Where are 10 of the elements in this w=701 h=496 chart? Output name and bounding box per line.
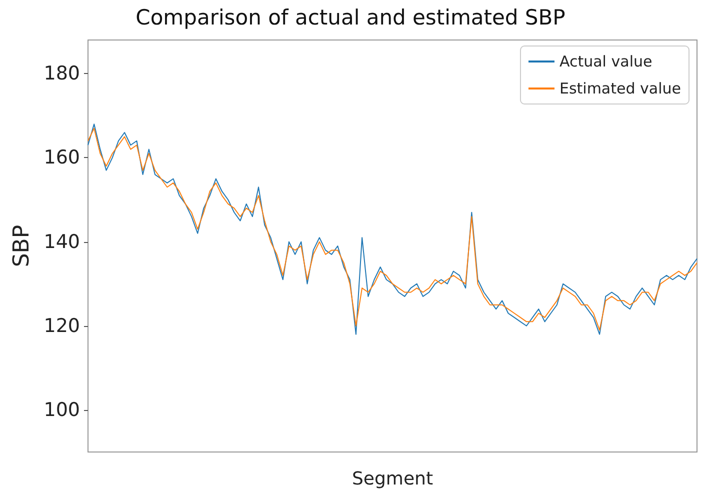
y-tick-label: 160: [44, 146, 80, 169]
x-axis-title: Segment: [352, 468, 433, 490]
legend-label: Actual value: [559, 52, 652, 70]
legend-label: Estimated value: [559, 80, 682, 98]
y-axis-title: SBP: [9, 224, 34, 268]
y-tick-label: 140: [44, 230, 80, 253]
y-tick-label: 100: [44, 398, 80, 421]
y-tick-label: 180: [44, 62, 80, 85]
y-tick-label: 120: [44, 314, 80, 337]
chart-title: Comparison of actual and estimated SBP: [136, 6, 566, 30]
